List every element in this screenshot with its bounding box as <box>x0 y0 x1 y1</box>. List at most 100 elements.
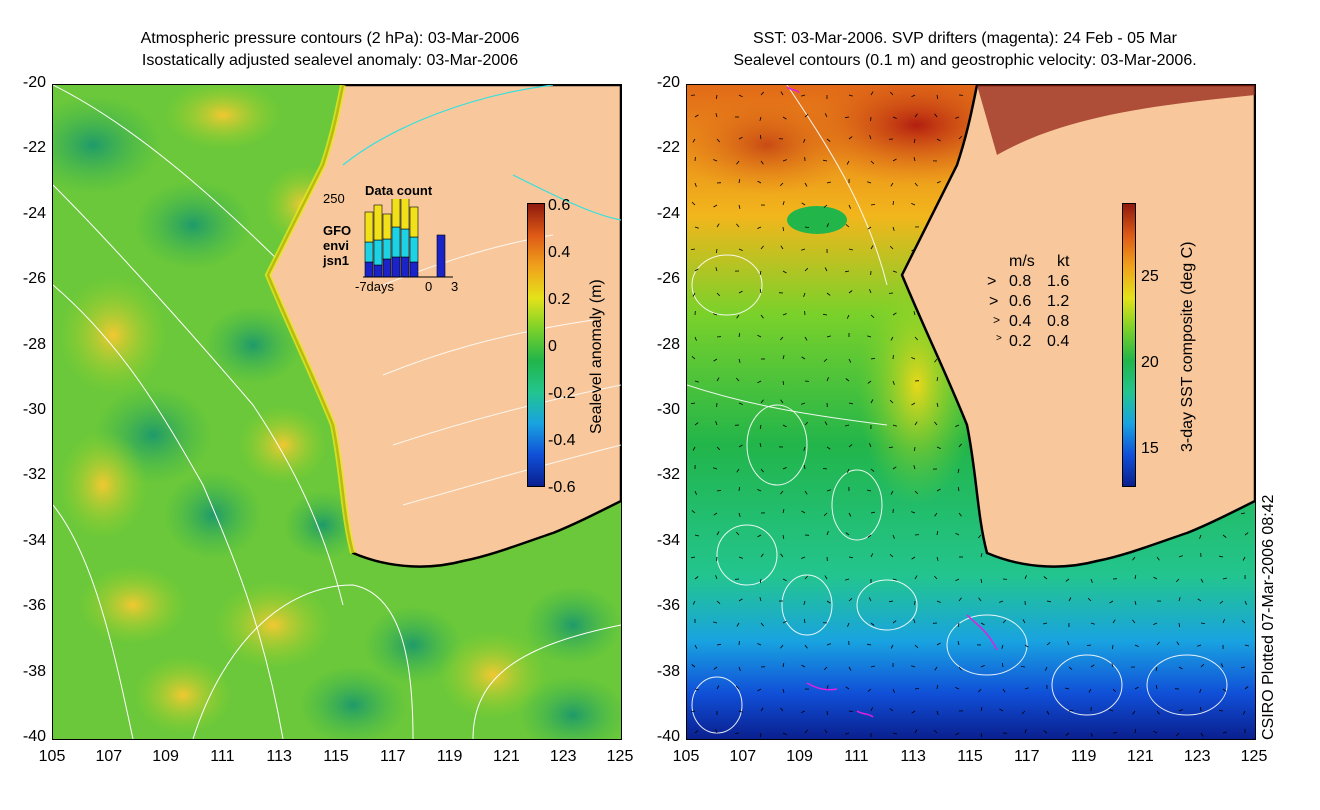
velocity-arrow <box>782 467 787 470</box>
velocity-arrow <box>913 465 916 470</box>
velocity-arrow <box>1244 686 1249 690</box>
inset-mission-jsn1: jsn1 <box>323 253 350 268</box>
velocity-arrow <box>867 534 872 538</box>
velocity-arrow <box>738 666 741 671</box>
velocity-arrow <box>716 138 720 143</box>
velocity-arrow <box>1153 730 1158 734</box>
velocity-arrow <box>735 531 740 536</box>
velocity-arrow <box>1176 641 1180 646</box>
sealevel-colorbar-tick: -0.6 <box>548 479 576 496</box>
velocity-arrow <box>958 443 962 448</box>
velocity-arrow <box>804 114 809 118</box>
velocity-arrow <box>760 622 764 627</box>
velocity-arrow <box>738 136 743 140</box>
velocity-arrow <box>955 116 960 119</box>
velocity-arrow <box>845 732 850 735</box>
sealevel-colorbar <box>527 203 545 487</box>
velocity-arrow <box>1112 644 1114 650</box>
velocity-arrow <box>782 355 785 360</box>
velocity-arrow <box>869 135 872 140</box>
velocity-arrow <box>1087 597 1092 602</box>
velocity-arrow <box>826 335 831 338</box>
inset-bar-segment <box>382 238 392 260</box>
velocity-arrow <box>780 644 784 649</box>
velocity-arrow <box>801 356 806 360</box>
velocity-arrow <box>1199 534 1202 539</box>
velocity-arrow <box>936 642 941 646</box>
velocity-arrow <box>713 204 718 208</box>
velocity-arrow <box>846 160 850 165</box>
right-lon-tick: 109 <box>786 748 813 765</box>
left-lon-tick: 123 <box>549 748 577 765</box>
velocity-arrow <box>759 289 762 294</box>
velocity-arrow <box>691 201 696 206</box>
velocity-arrow <box>1242 556 1246 561</box>
velocity-arrow <box>936 446 941 449</box>
left-lat-tick: -20 <box>22 74 46 91</box>
velocity-arrow <box>867 181 872 184</box>
velocity-arrow <box>782 663 785 668</box>
velocity-arrow <box>955 732 960 736</box>
velocity-arrow <box>870 665 875 668</box>
velocity-arrow <box>738 358 741 363</box>
velocity-arrow <box>1178 597 1181 602</box>
velocity-arrow <box>933 729 938 734</box>
velocity-arrow <box>823 313 828 316</box>
velocity-arrow <box>980 665 985 668</box>
velocity-arrow <box>738 248 743 251</box>
velocity-arrow <box>804 575 808 580</box>
velocity-arrow <box>826 446 831 450</box>
velocity-arrow <box>892 688 895 693</box>
velocity-arrow <box>914 113 918 118</box>
velocity-arrow <box>759 270 762 275</box>
velocity-arrow <box>870 357 875 360</box>
velocity-arrow <box>958 666 962 671</box>
velocity-arrow <box>870 245 874 250</box>
sst-colorbar-label: 3-day SST composite (deg C) <box>1179 241 1196 452</box>
velocity-arrow <box>760 399 764 404</box>
right-lat-tick: -32 <box>656 466 680 484</box>
right-lon-tick: 115 <box>957 748 983 765</box>
velocity-arrow <box>692 138 696 143</box>
velocity-arrow <box>1156 556 1160 561</box>
velocity-arrow <box>1065 687 1070 690</box>
inset-bar-segment <box>400 256 410 278</box>
left-lon-tick: 125 <box>606 748 634 765</box>
velocity-arrow <box>713 467 718 470</box>
right-lat-tick: -20 <box>656 74 680 91</box>
velocity-arrow <box>782 620 787 624</box>
velocity-arrow <box>782 116 787 120</box>
velocity-arrow <box>1156 641 1160 646</box>
velocity-arrow <box>716 292 721 297</box>
velocity-arrow <box>1219 709 1224 712</box>
velocity-arrow <box>1067 641 1070 646</box>
velocity-arrow <box>691 510 696 514</box>
velocity-arrow <box>848 598 853 602</box>
inset-bar-segment <box>391 226 401 258</box>
sealevel-colorbar-tick: 0 <box>548 338 557 355</box>
velocity-arrow <box>1090 732 1093 737</box>
velocity-arrow <box>890 182 894 187</box>
velocity-arrow <box>914 575 918 580</box>
velocity-arrow <box>803 292 806 297</box>
velocity-arrow <box>759 424 762 429</box>
velocity-arrow <box>715 94 718 99</box>
velocity-arrow <box>847 468 850 473</box>
velocity-arrow <box>1153 576 1158 580</box>
velocity-arrow <box>870 204 876 206</box>
velocity-arrow <box>1043 730 1048 734</box>
anomaly-patches <box>53 85 621 739</box>
velocity-arrow <box>870 553 874 558</box>
velocity-arrow <box>892 534 895 539</box>
right-lat-tick: -30 <box>656 401 680 418</box>
velocity-arrow <box>890 644 894 649</box>
velocity-arrow <box>803 600 806 605</box>
velocity-arrow <box>760 468 764 473</box>
velocity-arrow <box>868 597 872 602</box>
left-lat-tick: -28 <box>22 335 46 353</box>
velocity-arrow <box>848 666 852 671</box>
velocity-arrow <box>869 289 872 294</box>
velocity-arrow <box>826 138 831 142</box>
left-lon-tick: 111 <box>210 748 235 765</box>
velocity-arrow <box>889 554 894 558</box>
